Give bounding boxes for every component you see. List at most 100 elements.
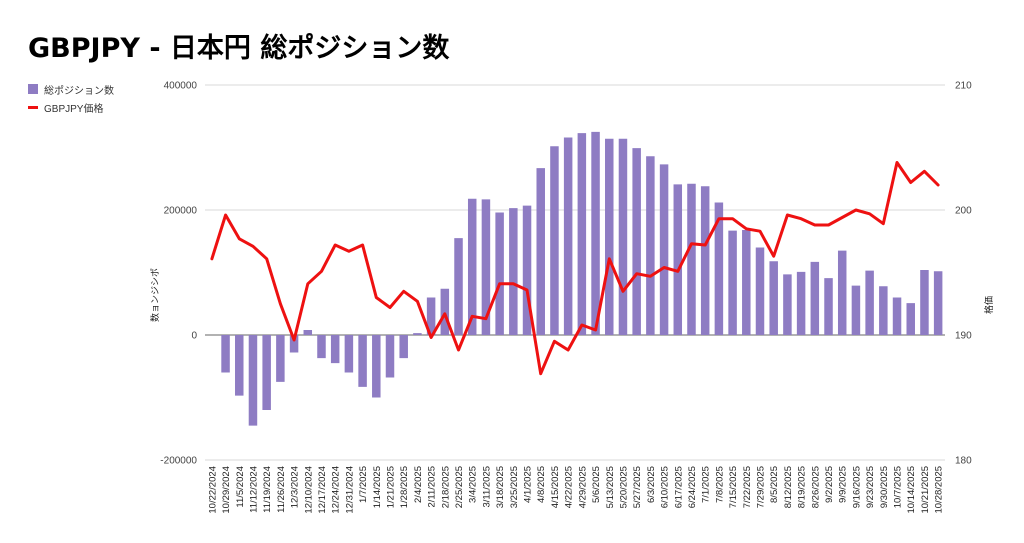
y-right-axis-title: 格価 — [983, 296, 994, 314]
bar — [837, 250, 847, 335]
x-tick-label: 9/30/2025 — [879, 466, 890, 508]
x-tick-label: 8/12/2025 — [783, 466, 794, 508]
bar — [248, 335, 258, 426]
x-tick-label: 10/28/2025 — [934, 466, 945, 514]
legend-swatch-bar — [28, 84, 38, 94]
bar — [563, 137, 573, 335]
x-tick-label: 11/19/2024 — [262, 466, 273, 513]
bar — [687, 183, 696, 335]
y-right-tick-label: 210 — [955, 81, 972, 92]
bar — [330, 335, 340, 364]
y-right-tick-label: 190 — [955, 331, 972, 342]
x-tick-label: 7/8/2025 — [714, 466, 725, 503]
x-tick-label: 3/11/2025 — [481, 466, 492, 508]
bar — [440, 288, 450, 335]
bar — [646, 156, 655, 335]
bar — [522, 205, 532, 335]
bar — [892, 297, 902, 335]
bar — [728, 230, 737, 335]
x-tick-label: 7/15/2025 — [728, 466, 739, 508]
x-tick-label: 11/5/2024 — [235, 466, 246, 508]
y-right-tick-label: 200 — [955, 206, 972, 217]
x-tick-label: 10/7/2025 — [893, 466, 904, 508]
bar — [536, 168, 545, 335]
x-tick-label: 10/14/2025 — [906, 466, 917, 514]
bar — [920, 270, 929, 335]
bar — [467, 198, 477, 335]
bar — [851, 285, 861, 335]
x-tick-label: 7/29/2025 — [756, 466, 767, 508]
x-tick-label: 2/18/2025 — [440, 466, 451, 508]
x-tick-label: 11/12/2024 — [249, 466, 260, 513]
bar — [262, 335, 271, 410]
bar — [372, 335, 381, 398]
x-tick-label: 5/6/2025 — [591, 466, 602, 503]
x-tick-label: 11/26/2024 — [276, 466, 287, 513]
bar — [413, 333, 422, 335]
x-tick-label: 7/22/2025 — [742, 466, 753, 508]
y-left-tick-label: 0 — [191, 331, 197, 342]
x-tick-label: 12/31/2024 — [344, 466, 355, 514]
bar — [385, 335, 395, 378]
bar — [605, 138, 614, 335]
x-tick-label: 3/18/2025 — [495, 466, 506, 508]
x-tick-label: 5/13/2025 — [605, 466, 616, 508]
x-tick-label: 1/28/2025 — [399, 466, 410, 508]
x-tick-label: 8/26/2025 — [810, 466, 821, 508]
x-tick-label: 6/10/2025 — [660, 466, 671, 508]
bar — [742, 230, 751, 335]
bar — [550, 146, 559, 335]
bar — [783, 274, 792, 335]
bar — [358, 335, 367, 387]
x-tick-label: 9/16/2025 — [851, 466, 862, 508]
y-right-tick-label: 180 — [955, 456, 972, 467]
x-tick-label: 8/5/2025 — [769, 466, 780, 503]
legend-item-line: GBPJPY価格 — [28, 98, 114, 116]
bar — [276, 335, 285, 382]
x-tick-label: 8/19/2025 — [797, 466, 808, 508]
x-tick-label: 7/1/2025 — [701, 466, 712, 503]
x-tick-label: 5/27/2025 — [632, 466, 643, 508]
bar — [591, 131, 600, 335]
x-tick-label: 10/29/2024 — [221, 466, 232, 514]
legend-item-bar: 総ポジション数 — [28, 80, 114, 98]
x-tick-label: 4/29/2025 — [577, 466, 588, 508]
x-tick-label: 2/25/2025 — [454, 466, 465, 508]
x-tick-label: 6/17/2025 — [673, 466, 684, 508]
x-tick-label: 10/21/2025 — [920, 466, 931, 514]
bar — [714, 202, 724, 335]
x-tick-label: 4/1/2025 — [523, 466, 534, 503]
x-tick-label: 12/10/2024 — [303, 466, 314, 514]
x-tick-label: 6/3/2025 — [646, 466, 657, 503]
bar — [509, 208, 518, 335]
x-tick-label: 1/14/2025 — [372, 466, 383, 508]
bar — [577, 133, 587, 335]
bar — [769, 261, 778, 335]
y-left-tick-label: 200000 — [164, 206, 198, 217]
x-tick-label: 2/11/2025 — [427, 466, 438, 508]
x-tick-label: 5/20/2025 — [619, 466, 630, 508]
x-tick-label: 4/15/2025 — [550, 466, 561, 508]
bar — [289, 335, 299, 353]
page-title: GBPJPY - 日本円 総ポジション数 — [28, 33, 450, 64]
bar — [235, 335, 244, 396]
x-tick-label: 12/17/2024 — [317, 466, 328, 514]
y-left-tick-label: 400000 — [164, 81, 198, 92]
x-tick-label: 9/2/2025 — [824, 466, 835, 503]
bar — [399, 335, 408, 359]
bar — [865, 270, 874, 335]
x-tick-label: 10/22/2024 — [207, 466, 218, 514]
legend-swatch-line — [28, 105, 38, 109]
x-tick-label: 12/24/2024 — [331, 466, 342, 514]
x-tick-label: 4/8/2025 — [536, 466, 547, 503]
bar — [495, 212, 504, 335]
x-tick-label: 2/4/2025 — [413, 466, 424, 503]
legend: 総ポジション数 GBPJPY価格 — [28, 80, 114, 116]
bar — [632, 148, 641, 335]
bar — [906, 303, 915, 335]
x-tick-label: 12/3/2024 — [290, 466, 301, 508]
bar — [879, 286, 888, 335]
legend-label-bar: 総ポジション数 — [44, 85, 114, 97]
bar — [426, 297, 436, 335]
x-tick-label: 1/21/2025 — [386, 466, 397, 508]
